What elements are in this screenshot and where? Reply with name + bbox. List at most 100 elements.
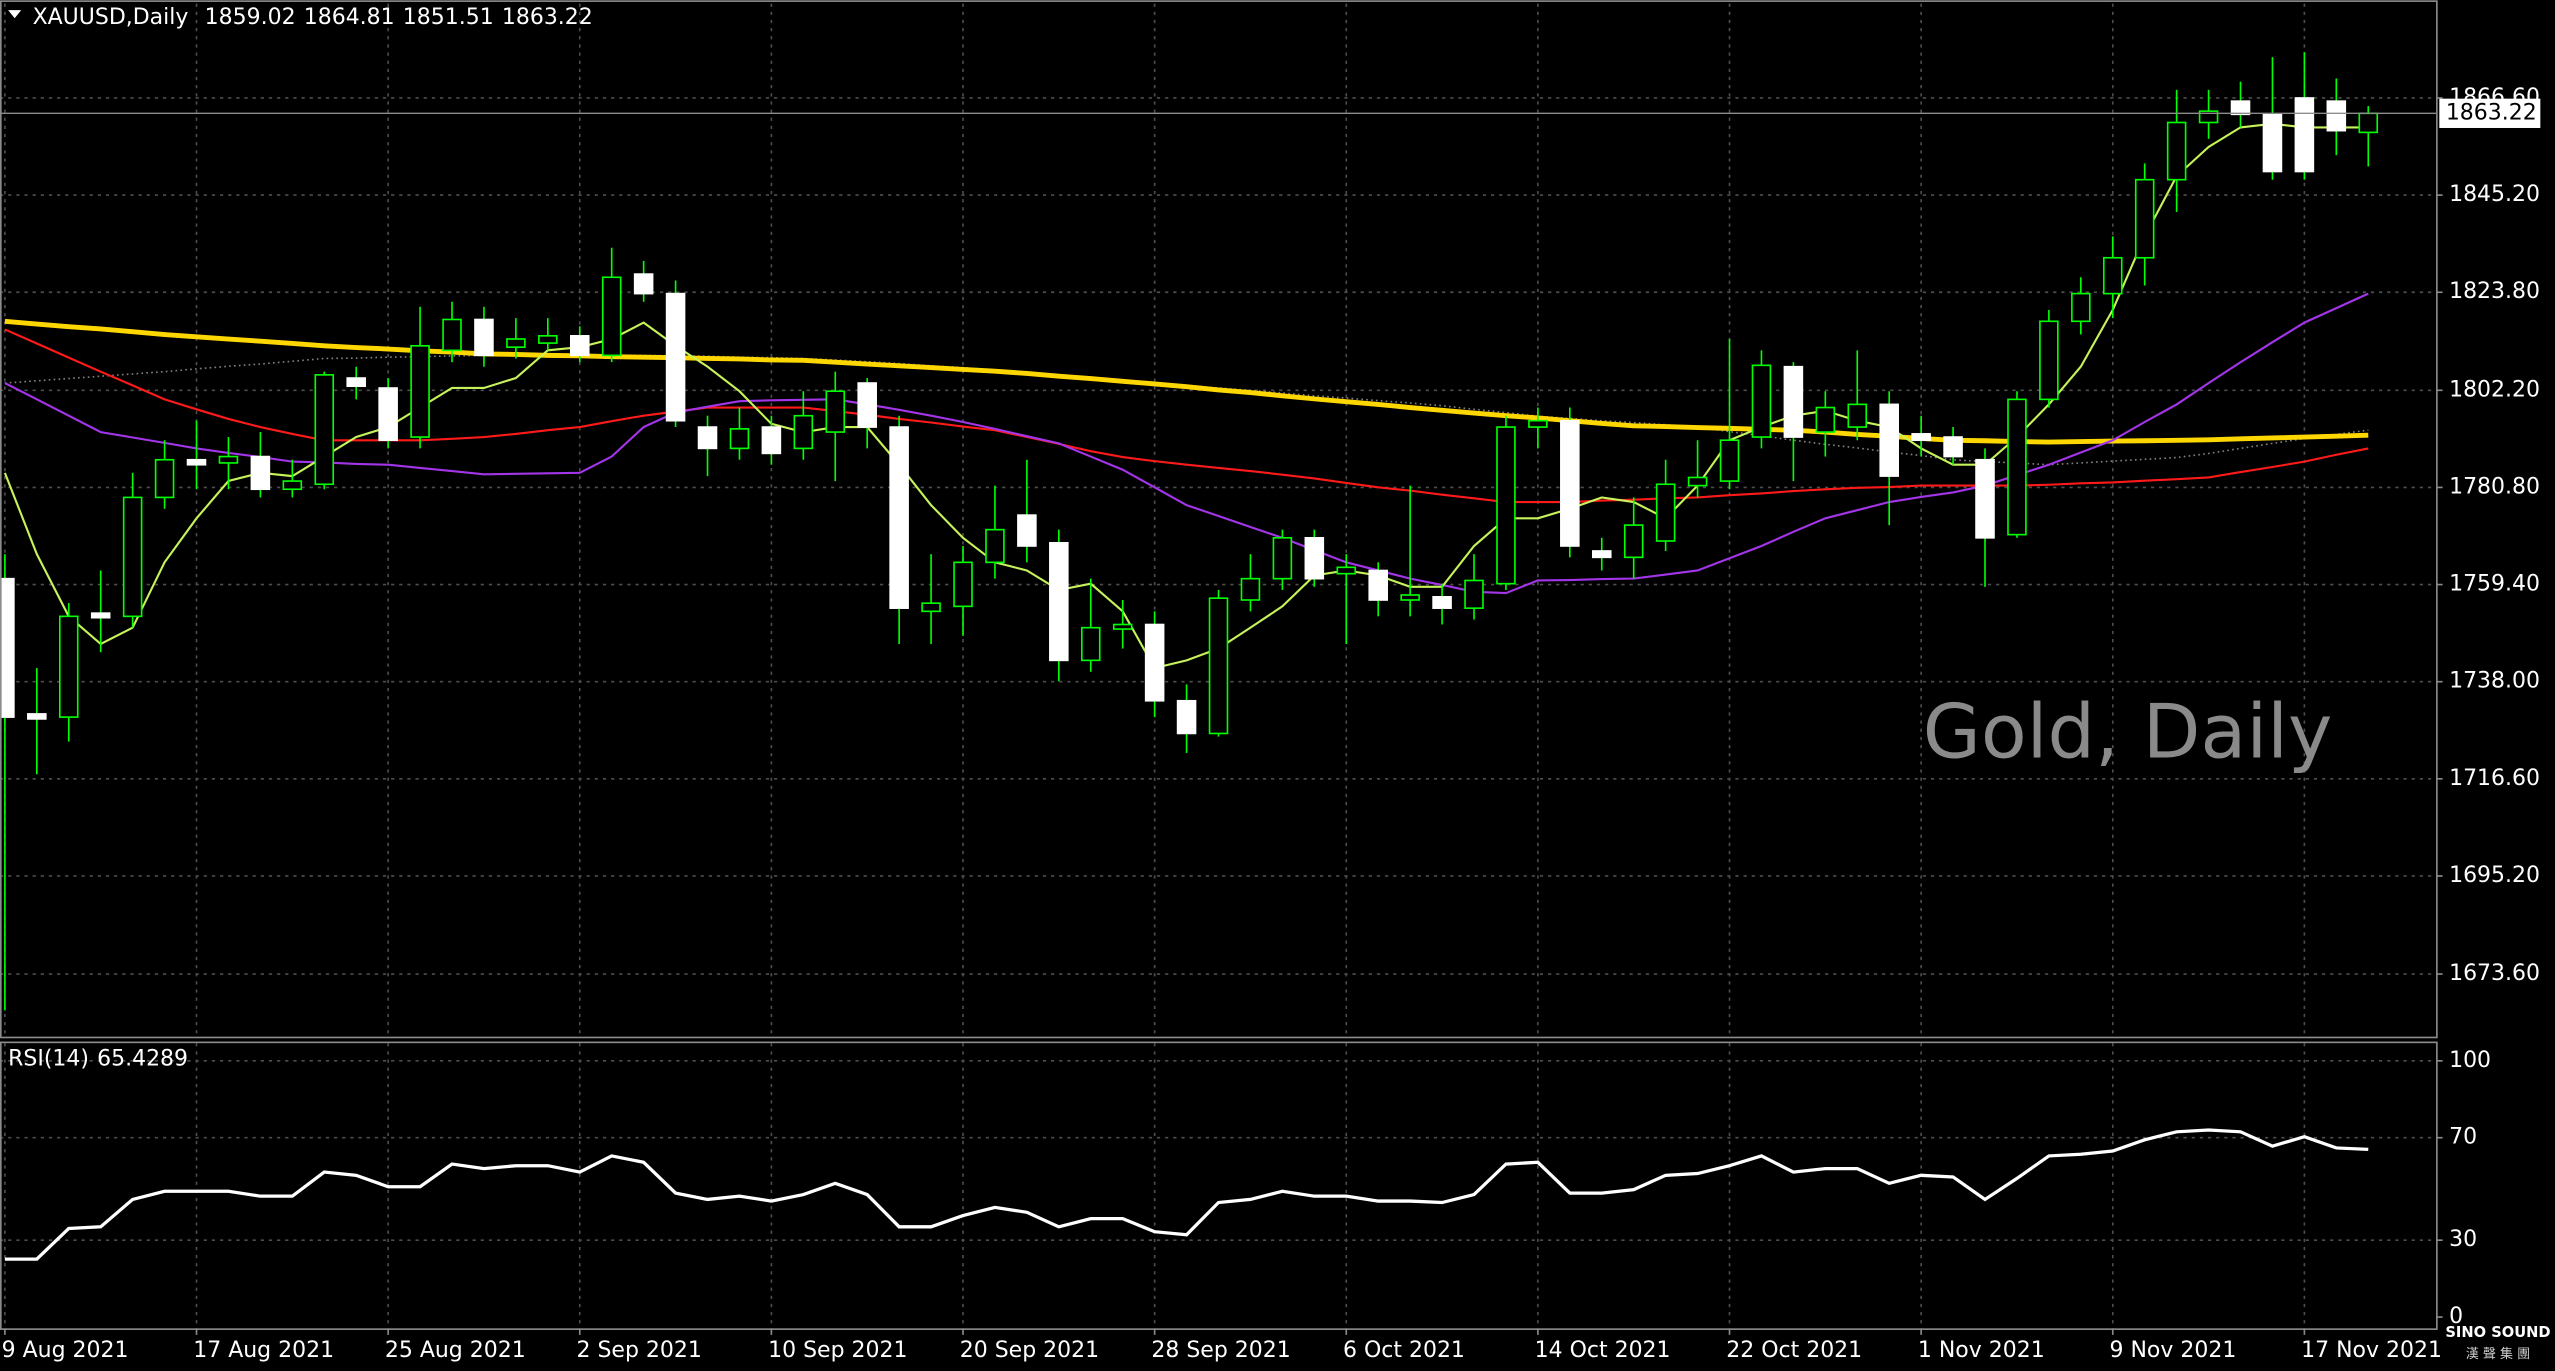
y-tick-label: 1823.80 xyxy=(2449,279,2540,304)
x-tick-label: 2 Sep 2021 xyxy=(577,1338,702,1363)
x-tick-label: 25 Aug 2021 xyxy=(385,1338,526,1363)
y-tick-label: 1695.20 xyxy=(2449,863,2540,888)
candle-body xyxy=(1272,536,1293,580)
candle-body xyxy=(1208,597,1229,735)
watermark: Gold, Daily xyxy=(1923,687,2333,775)
candle-body xyxy=(122,496,143,618)
candle-body xyxy=(2134,178,2155,259)
rsi-label: RSI(14) xyxy=(8,1046,89,1071)
low-value: 1851.51 xyxy=(403,5,494,30)
x-tick-label: 22 Oct 2021 xyxy=(1726,1338,1862,1363)
candle-body xyxy=(506,338,526,348)
candle-body xyxy=(250,455,271,491)
candle-body xyxy=(1655,483,1676,542)
x-tick-label: 1 Nov 2021 xyxy=(1918,1338,2045,1363)
candle-body xyxy=(314,374,335,486)
main-pane-frame xyxy=(0,0,2438,1039)
candle-body xyxy=(921,602,941,613)
candle-body xyxy=(1304,536,1325,580)
y-tick-label: 1802.20 xyxy=(2449,377,2540,402)
candle-body xyxy=(58,615,79,718)
candle-body xyxy=(601,276,622,357)
candle-body xyxy=(1975,458,1995,539)
x-tick-label: 17 Nov 2021 xyxy=(2301,1338,2442,1363)
candle-body xyxy=(889,426,909,609)
candle-body xyxy=(346,377,366,388)
rsi-y-tick-label: 30 xyxy=(2449,1227,2477,1252)
price-label: 1863.22 xyxy=(2446,100,2537,125)
candle-body xyxy=(1496,426,1516,585)
candle-body xyxy=(729,428,750,450)
candle-body xyxy=(218,455,239,464)
candle-body xyxy=(2166,121,2187,181)
candle-body xyxy=(442,318,462,352)
candle-body xyxy=(1080,626,1101,662)
symbol: XAUUSD,Daily xyxy=(33,5,189,30)
candle-body xyxy=(2007,398,2027,536)
candle-body xyxy=(1751,364,1772,438)
x-tick-label: 14 Oct 2021 xyxy=(1535,1338,1671,1363)
candle-body xyxy=(2039,320,2059,401)
candle-body xyxy=(410,344,430,438)
y-tick-label: 1716.60 xyxy=(2449,766,2540,791)
candle-body xyxy=(953,561,973,608)
candle-body xyxy=(27,713,47,720)
candle-body xyxy=(1847,403,1868,428)
candle-body xyxy=(1049,541,1069,662)
candle-body xyxy=(1623,524,1644,559)
rsi-pane-frame xyxy=(0,1041,2438,1330)
candle-body xyxy=(90,612,111,619)
close-value: 1863.22 xyxy=(502,5,593,30)
candle-body xyxy=(1815,406,1836,433)
candle-body xyxy=(1144,623,1165,702)
logo: SINO SOUND xyxy=(2445,1324,2550,1341)
candle-body xyxy=(186,458,207,466)
candle-body xyxy=(2326,100,2347,132)
y-tick-label: 1673.60 xyxy=(2449,961,2540,986)
x-tick-label: 28 Sep 2021 xyxy=(1151,1338,1290,1363)
candle-body xyxy=(2102,256,2123,295)
chart-header: XAUUSD,Daily 1859.02 1864.81 1851.51 1863.22 xyxy=(33,5,593,30)
rsi-value: 65.4289 xyxy=(97,1046,188,1071)
candle-body xyxy=(1943,436,1963,458)
rsi-y-tick-label: 70 xyxy=(2449,1125,2477,1150)
candle-body xyxy=(1336,566,1357,575)
x-tick-label: 20 Sep 2021 xyxy=(960,1338,1099,1363)
moving-average xyxy=(4,292,2369,595)
candle-body xyxy=(1240,577,1261,601)
candle-body xyxy=(1911,433,1931,442)
y-tick-label: 1738.00 xyxy=(2449,669,2540,694)
candle-body xyxy=(1687,476,1708,487)
candle-body xyxy=(1560,419,1580,547)
candle-body xyxy=(825,390,846,433)
candle-body xyxy=(761,426,782,455)
candle-body xyxy=(1017,514,1037,547)
rsi-y-tick-label: 0 xyxy=(2449,1304,2463,1329)
candle-body xyxy=(2230,100,2251,116)
high-value: 1864.81 xyxy=(304,5,395,30)
candle-body xyxy=(282,480,303,491)
rsi-y-tick-label: 100 xyxy=(2449,1048,2491,1073)
open-value: 1859.02 xyxy=(205,5,296,30)
candle-body xyxy=(857,382,877,428)
candle-body xyxy=(378,387,398,442)
moving-average xyxy=(4,318,2369,445)
rsi-header: RSI(14) 65.4289 xyxy=(8,1046,188,1071)
candle-body xyxy=(1400,594,1420,601)
candle-body xyxy=(474,318,494,357)
candle-body xyxy=(665,292,686,422)
candle-body xyxy=(1432,596,1452,609)
candle-body xyxy=(633,273,654,295)
menu-arrow[interactable] xyxy=(8,10,22,19)
candle-body xyxy=(1464,579,1484,609)
moving-average xyxy=(4,328,2369,504)
y-tick-label: 1759.40 xyxy=(2449,572,2540,597)
candle-body xyxy=(2262,113,2283,173)
candle-body xyxy=(1528,419,1548,428)
candle-body xyxy=(569,335,590,357)
x-tick-label: 10 Sep 2021 xyxy=(768,1338,907,1363)
x-tick-label: 9 Aug 2021 xyxy=(2,1338,129,1363)
price-box xyxy=(2439,98,2541,128)
